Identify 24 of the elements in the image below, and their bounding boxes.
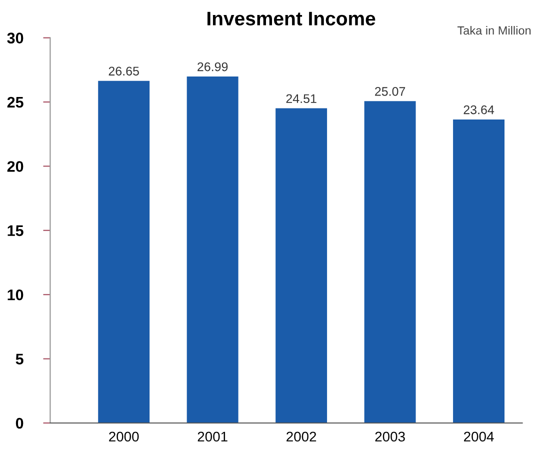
x-tick-label: 2003 xyxy=(375,432,405,442)
x-tick-label: 2004 xyxy=(464,432,494,442)
y-tick-label: 10 xyxy=(8,289,24,300)
chart-title: Invesment Income xyxy=(208,12,376,26)
y-tick-label: 5 xyxy=(16,354,24,364)
bar xyxy=(364,101,416,423)
data-label: 26.99 xyxy=(198,62,228,72)
bar xyxy=(98,80,150,423)
y-tick-label: 15 xyxy=(8,225,24,236)
data-label: 24.51 xyxy=(286,94,316,104)
data-label: 25.07 xyxy=(375,87,406,96)
y-tick-label: 30 xyxy=(7,32,24,44)
bar xyxy=(276,108,328,423)
y-tick-label: 20 xyxy=(7,161,24,172)
data-label: 23.64 xyxy=(464,105,494,114)
bar xyxy=(186,76,238,423)
y-tick-label: 0 xyxy=(16,418,24,429)
x-tick-label: 2001 xyxy=(198,432,228,442)
x-tick-label: 2000 xyxy=(109,432,139,442)
text: Taka in Million xyxy=(457,26,531,35)
y-tick-label: 25 xyxy=(7,96,24,108)
bar xyxy=(453,119,505,423)
data-label: 26.65 xyxy=(108,66,139,76)
x-tick-label: 2002 xyxy=(286,432,316,442)
